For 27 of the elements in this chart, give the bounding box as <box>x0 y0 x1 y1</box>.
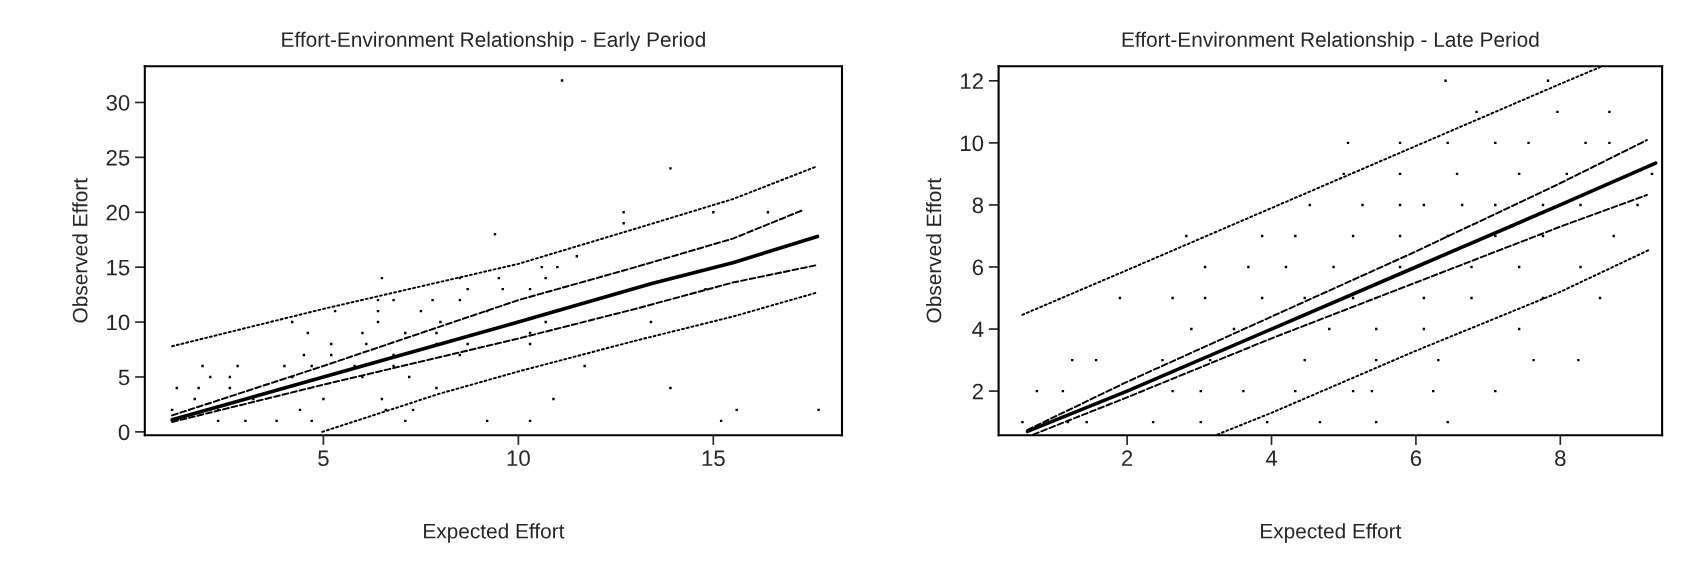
y-tick-label: 20 <box>106 204 130 221</box>
y-tick-label: 15 <box>107 259 130 276</box>
x-tick-label: 6 <box>1410 450 1422 467</box>
y-tick-label: 12 <box>961 73 983 89</box>
y-tick-label: 10 <box>107 314 130 331</box>
x-tick-label: 2 <box>1122 450 1133 466</box>
x-axis-title: Expected Effort <box>424 523 565 543</box>
y-axis-title: Observed Effort <box>926 178 942 323</box>
chart-title: Effort-Environment Relationship - Late Period <box>1122 31 1539 52</box>
y-tick-label: 25 <box>106 149 130 166</box>
y-axis-title: Observed Effort <box>72 178 88 323</box>
x-tick-label: 5 <box>318 450 329 467</box>
y-tick-label: 4 <box>972 321 984 338</box>
chart-title: Effort-Environment Relationship - Early Period <box>282 31 705 52</box>
y-tick-label: 6 <box>972 259 984 276</box>
y-tick-label: 2 <box>972 383 983 400</box>
y-tick-label: 8 <box>972 197 984 214</box>
x-tick-label: 8 <box>1555 450 1566 467</box>
y-tick-label: 5 <box>118 369 130 386</box>
y-tick-label: 0 <box>118 424 130 441</box>
line-series <box>171 165 819 348</box>
y-tick-label: 30 <box>106 95 130 111</box>
y-tick-label: 10 <box>961 135 984 152</box>
x-tick-label: 10 <box>507 450 530 467</box>
x-tick-label: 15 <box>702 450 725 467</box>
x-axis-title: Expected Effort <box>1261 523 1402 543</box>
x-tick-label: 4 <box>1265 450 1278 466</box>
